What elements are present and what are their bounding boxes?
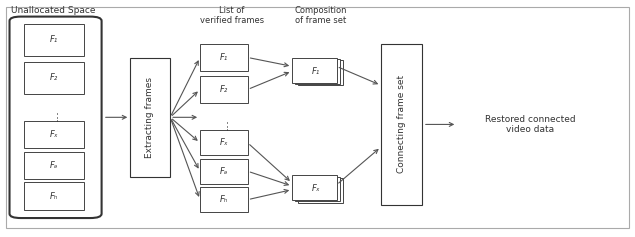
Bar xyxy=(24,62,84,94)
Text: Fₕ: Fₕ xyxy=(50,192,58,201)
Text: Restored connected
video data: Restored connected video data xyxy=(485,115,575,134)
Text: F₁: F₁ xyxy=(312,67,320,76)
Bar xyxy=(295,59,340,84)
Text: Fₕ: Fₕ xyxy=(220,195,228,204)
Bar xyxy=(200,130,248,155)
Text: Fₓ: Fₓ xyxy=(220,138,228,147)
Text: List of
verified frames: List of verified frames xyxy=(200,6,264,25)
Bar xyxy=(298,60,343,85)
Bar xyxy=(24,24,84,56)
Bar xyxy=(381,44,422,205)
Text: F₂: F₂ xyxy=(50,73,58,82)
Bar xyxy=(24,152,84,179)
Bar xyxy=(200,187,248,212)
Text: ...: ... xyxy=(218,118,231,130)
Text: Fₓ: Fₓ xyxy=(50,130,58,139)
Bar xyxy=(130,58,170,177)
Bar xyxy=(24,182,84,210)
Text: F₂: F₂ xyxy=(220,85,228,94)
Text: ...: ... xyxy=(48,109,60,121)
Text: Fₔ: Fₔ xyxy=(220,167,228,176)
Text: Extracting frames: Extracting frames xyxy=(145,77,154,158)
Text: Fₔ: Fₔ xyxy=(50,161,58,170)
Text: F₁: F₁ xyxy=(50,35,58,44)
Bar xyxy=(292,58,337,83)
Text: Unallocated Space: Unallocated Space xyxy=(11,6,96,15)
Text: Connecting frame set: Connecting frame set xyxy=(397,75,406,173)
Text: Fₓ: Fₓ xyxy=(312,184,321,193)
Bar xyxy=(200,44,248,71)
Bar xyxy=(295,177,340,201)
Bar xyxy=(292,175,337,200)
Bar xyxy=(24,121,84,148)
Text: F₁: F₁ xyxy=(220,53,228,62)
Text: Composition
of frame set: Composition of frame set xyxy=(295,6,347,25)
Bar xyxy=(200,76,248,103)
Bar xyxy=(298,178,343,203)
Bar xyxy=(200,159,248,184)
FancyBboxPatch shape xyxy=(10,17,102,218)
